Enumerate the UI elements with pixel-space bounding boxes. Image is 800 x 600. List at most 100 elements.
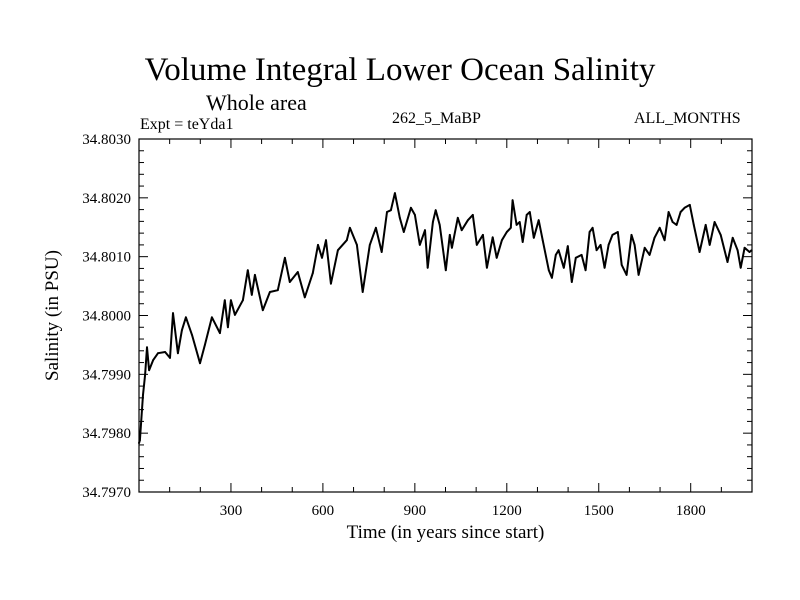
data-point xyxy=(491,236,494,239)
data-point xyxy=(637,274,640,276)
data-point xyxy=(368,244,371,246)
x-tick-label: 900 xyxy=(404,503,427,519)
data-point xyxy=(356,244,358,246)
data-point xyxy=(658,226,661,229)
x-tick-label: 1500 xyxy=(584,503,614,519)
x-tick-label: 1200 xyxy=(492,503,522,519)
data-point xyxy=(199,362,201,365)
data-point xyxy=(444,269,447,272)
data-point xyxy=(211,316,213,319)
data-point xyxy=(708,244,711,246)
data-point xyxy=(471,214,474,216)
data-point xyxy=(234,314,236,316)
data-point xyxy=(475,244,478,246)
y-tick-label: 34.8010 xyxy=(82,250,131,266)
data-point xyxy=(230,299,232,302)
data-point xyxy=(438,224,441,226)
data-point xyxy=(698,251,701,253)
data-point xyxy=(375,226,377,229)
data-point xyxy=(317,244,319,246)
data-point xyxy=(739,266,742,269)
data-point xyxy=(448,234,451,236)
data-point xyxy=(663,239,666,242)
months-label: ALL_MONTHS xyxy=(634,110,741,127)
data-point xyxy=(242,299,244,302)
data-point xyxy=(667,211,670,213)
data-point xyxy=(456,216,459,219)
data-point xyxy=(204,344,206,346)
data-point xyxy=(511,199,514,202)
data-point xyxy=(164,351,167,353)
data-point xyxy=(562,266,565,269)
data-point xyxy=(380,251,383,253)
data-point xyxy=(142,394,144,396)
data-point xyxy=(246,269,249,272)
data-point xyxy=(570,281,573,283)
data-point xyxy=(345,239,348,242)
data-point xyxy=(296,271,299,273)
data-point xyxy=(616,231,619,233)
data-point xyxy=(424,229,426,232)
data-point xyxy=(595,249,598,252)
data-point xyxy=(181,329,183,332)
data-point xyxy=(692,224,695,226)
y-tick-label: 34.8020 xyxy=(82,191,131,207)
data-point xyxy=(547,269,550,272)
data-point xyxy=(418,244,421,246)
data-point xyxy=(434,209,437,212)
data-point xyxy=(394,192,396,195)
data-point xyxy=(191,334,193,336)
data-point xyxy=(633,244,636,246)
data-point xyxy=(743,246,746,249)
data-point xyxy=(311,272,314,274)
data-point xyxy=(505,231,508,233)
data-point xyxy=(402,231,405,233)
data-point xyxy=(532,236,535,239)
data-point xyxy=(679,211,682,213)
data-point xyxy=(148,369,151,372)
data-point xyxy=(580,254,583,256)
data-point xyxy=(467,219,469,222)
data-point xyxy=(726,261,729,263)
data-point xyxy=(731,236,734,239)
x-tick-label: 300 xyxy=(220,503,243,519)
data-point xyxy=(276,289,279,292)
data-point xyxy=(254,274,256,276)
data-point xyxy=(515,224,518,226)
data-point xyxy=(588,231,591,233)
y-tick-label: 34.7970 xyxy=(82,485,131,501)
data-point xyxy=(643,246,646,249)
data-point xyxy=(337,249,339,252)
data-point xyxy=(521,241,524,243)
tick-labels: 300 600 900 1200 1500 1800 34.7970 34.7980 34.79… xyxy=(82,132,705,519)
data-point xyxy=(177,352,179,355)
data-point xyxy=(330,282,332,285)
y-axis-label: Salinity (in PSU) xyxy=(42,250,63,381)
data-point xyxy=(554,254,557,256)
data-point xyxy=(386,211,388,213)
data-point xyxy=(398,216,401,219)
data-point xyxy=(525,214,528,216)
data-point xyxy=(541,239,544,242)
data-point xyxy=(250,294,253,296)
x-tick-label: 1800 xyxy=(676,503,706,519)
chart-title: Volume Integral Lower Ocean Salinity xyxy=(144,52,656,88)
data-point xyxy=(390,209,392,212)
data-point xyxy=(625,274,628,276)
data-point xyxy=(551,276,553,279)
data-point xyxy=(349,226,351,229)
data-point xyxy=(321,256,323,259)
series-line xyxy=(138,192,753,444)
data-point xyxy=(518,221,521,223)
x-axis-label: Time (in years since start) xyxy=(347,522,545,543)
data-point xyxy=(482,234,484,236)
data-point xyxy=(620,264,623,266)
data-point xyxy=(603,266,606,269)
data-point xyxy=(219,332,221,334)
data-point xyxy=(675,224,678,226)
data-point xyxy=(486,266,488,269)
data-point xyxy=(361,291,364,293)
chart-subtitle: Whole area xyxy=(206,90,307,115)
series-group xyxy=(138,192,753,445)
data-point xyxy=(152,359,155,362)
